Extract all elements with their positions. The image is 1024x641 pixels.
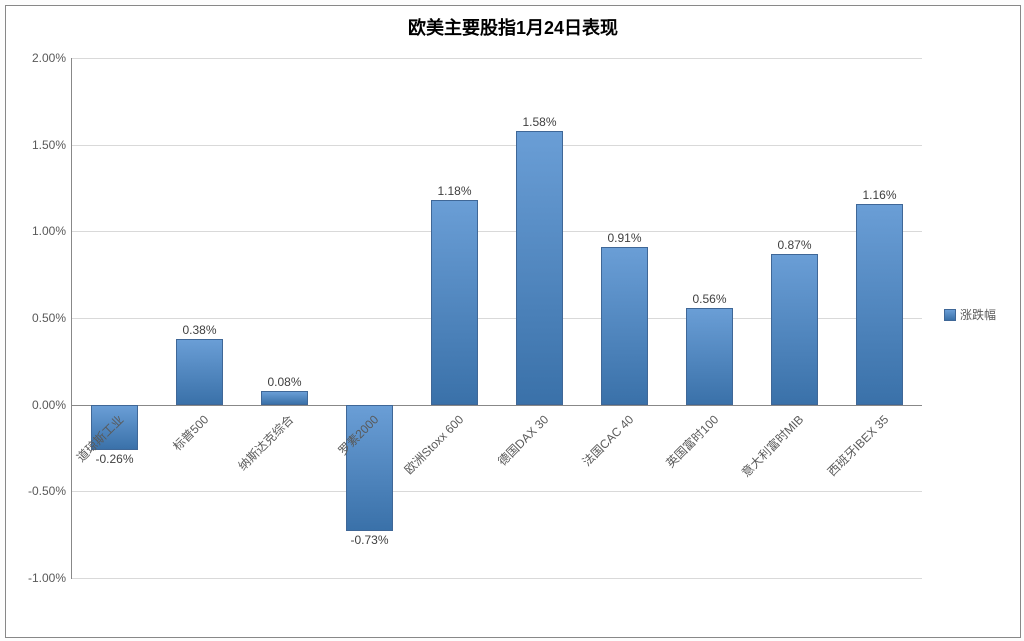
- gridline: [72, 578, 922, 579]
- chart-title: 欧美主要股指1月24日表现: [6, 14, 1020, 40]
- category-label: 法国CAC 40: [483, 411, 636, 564]
- category-label: 意大利富时MIB: [653, 411, 806, 564]
- bar-value-label: 0.38%: [182, 323, 216, 337]
- legend: 涨跌幅: [944, 306, 996, 323]
- y-tick-label: 1.50%: [32, 138, 72, 152]
- bar-value-label: 1.58%: [522, 115, 556, 129]
- legend-label: 涨跌幅: [960, 306, 996, 323]
- gridline: [72, 58, 922, 59]
- y-tick-label: -1.00%: [28, 571, 72, 585]
- gridline: [72, 231, 922, 232]
- y-tick-label: 0.50%: [32, 311, 72, 325]
- bar: [601, 247, 649, 405]
- y-tick-label: 2.00%: [32, 51, 72, 65]
- y-tick-label: 0.00%: [32, 398, 72, 412]
- bar-value-label: -0.26%: [95, 452, 133, 466]
- bar: [431, 200, 479, 405]
- chart-frame: 欧美主要股指1月24日表现 -1.00%-0.50%0.00%0.50%1.00…: [5, 5, 1021, 638]
- bar: [856, 204, 904, 405]
- bar-value-label: 0.87%: [777, 238, 811, 252]
- bar-value-label: 1.18%: [437, 184, 471, 198]
- gridline: [72, 145, 922, 146]
- gridline: [72, 491, 922, 492]
- bar-value-label: 0.91%: [607, 231, 641, 245]
- bar: [686, 308, 734, 405]
- bar-value-label: -0.73%: [350, 533, 388, 547]
- gridline: [72, 405, 922, 406]
- plot-area: -1.00%-0.50%0.00%0.50%1.00%1.50%2.00%-0.…: [71, 58, 922, 579]
- bar: [771, 254, 819, 405]
- category-label: 西班牙IBEX 35: [738, 411, 891, 564]
- category-label: 纳斯达克综合: [143, 411, 296, 564]
- category-label: 英国富时100: [568, 411, 721, 564]
- category-label: 德国DAX 30: [398, 411, 551, 564]
- bar: [176, 339, 224, 405]
- legend-swatch: [944, 309, 956, 321]
- bar-value-label: 1.16%: [862, 188, 896, 202]
- bar-value-label: 0.56%: [692, 292, 726, 306]
- bar-value-label: 0.08%: [267, 375, 301, 389]
- bar: [261, 391, 309, 405]
- y-tick-label: 1.00%: [32, 224, 72, 238]
- bar: [516, 131, 564, 405]
